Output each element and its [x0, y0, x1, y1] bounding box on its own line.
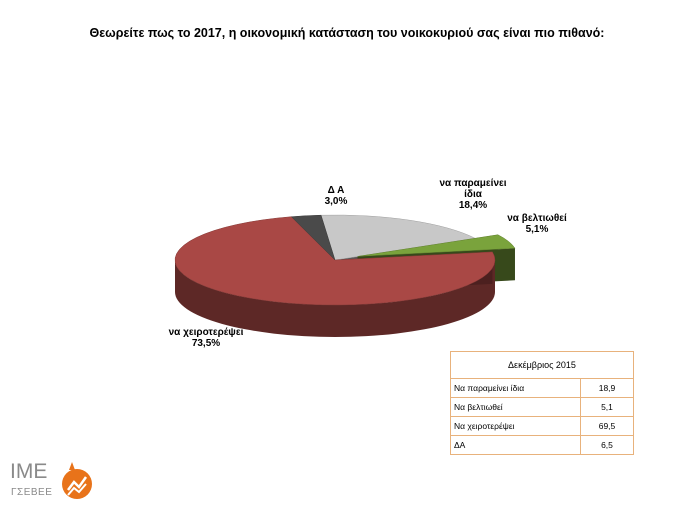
table-row-value: 6,5	[580, 435, 634, 455]
slice-label: να παραμείνει ίδια 18,4%	[439, 178, 506, 211]
pie-slice	[357, 234, 516, 257]
table-row-value: 69,5	[580, 416, 634, 436]
table-row-value: 5,1	[580, 397, 634, 417]
pie-slice	[320, 214, 477, 261]
table-row: Να βελτιωθεί 5,1	[450, 397, 634, 417]
table-row-label: Να βελτιωθεί	[450, 397, 581, 417]
table-row: ΔΑ 6,5	[450, 435, 634, 455]
slice-label: να βελτιωθεί 5,1%	[507, 213, 567, 235]
chart-title: Θεωρείτε πως το 2017, η οικονομική κατάσ…	[89, 26, 605, 40]
slice-label: Δ Α 3,0%	[325, 185, 348, 207]
table-row-label: Να παραμείνει ίδια	[450, 378, 581, 398]
table-row-label: Να χειροτερέψει	[450, 416, 581, 436]
pie-slice	[290, 214, 336, 261]
logo-emblem-icon	[62, 462, 92, 499]
pie-slice	[174, 216, 496, 306]
pie-slice-side	[175, 260, 495, 337]
slice-label: να χειροτερέψει 73,5%	[169, 327, 244, 349]
ime-gsevee-logo: ΙΜΕ ΓΣΕΒΕΕ	[8, 458, 98, 508]
table-row: Να παραμείνει ίδια 18,9	[450, 378, 634, 398]
logo-sub-text: ΓΣΕΒΕΕ	[11, 487, 53, 498]
table-title: Δεκέμβριος 2015	[450, 351, 634, 379]
table-row-label: ΔΑ	[450, 435, 581, 455]
table-row-value: 18,9	[580, 378, 634, 398]
logo-main-text: ΙΜΕ	[10, 460, 48, 483]
reference-table: Δεκέμβριος 2015 Να παραμείνει ίδια 18,9 Ν…	[450, 351, 634, 455]
table-row: Να χειροτερέψει 69,5	[450, 416, 634, 436]
